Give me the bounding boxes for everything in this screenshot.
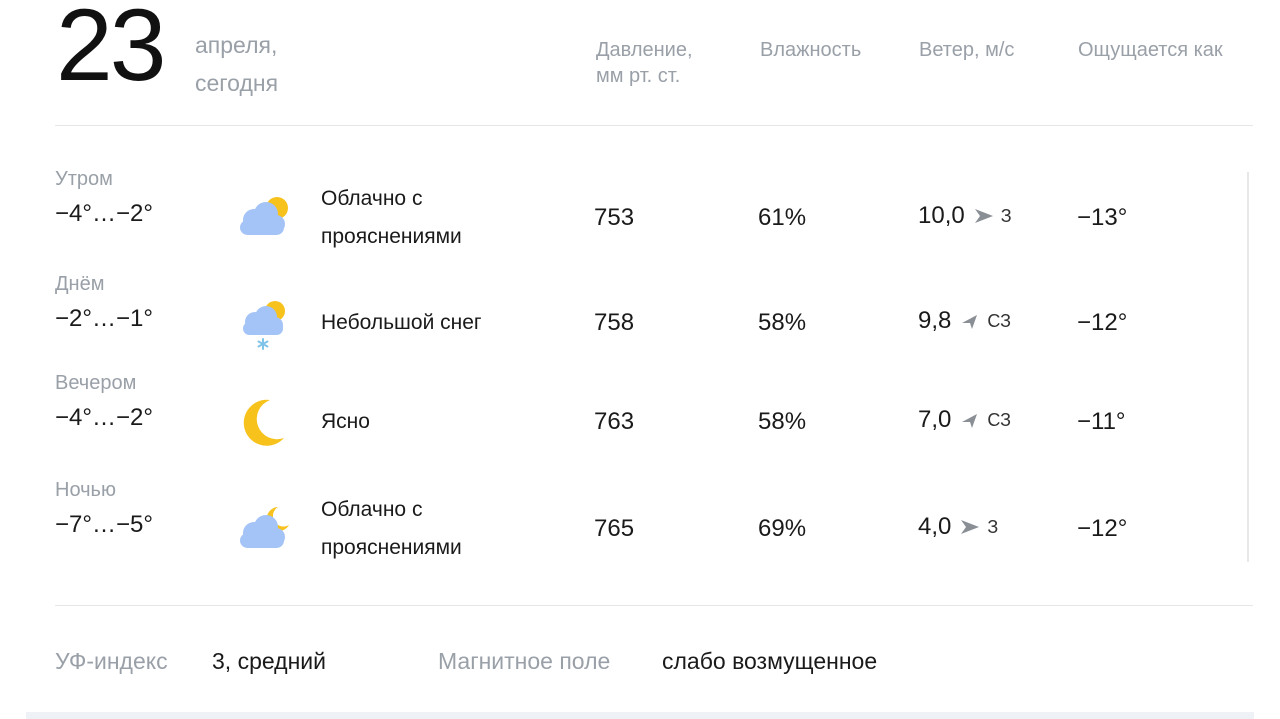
pressure-header-line2: мм рт. ст. (596, 65, 681, 87)
pressure-value: 753 (594, 204, 635, 231)
condition-line2: прояснениями (321, 225, 462, 248)
condition-line1: Небольшой снег (321, 311, 482, 334)
wind-speed: 7,0 (918, 406, 952, 433)
wind-speed: 4,0 (918, 513, 952, 540)
header-divider (55, 125, 1253, 126)
day-part-label: Вечером (55, 372, 137, 394)
date-caption: апреля, сегодня (195, 26, 278, 102)
condition-line2: прояснениями (321, 536, 462, 559)
uv-index-label: УФ-индекс (55, 648, 168, 674)
pressure-value: 758 (594, 309, 635, 336)
pressure-value: 765 (594, 515, 635, 542)
day-part-label: Ночью (55, 479, 116, 501)
temperature-range: −7°…−5° (55, 511, 153, 538)
condition-text: Облачно с прояснениями (321, 491, 541, 567)
arrow-east-icon (961, 520, 980, 534)
day-part-label: Днём (55, 273, 105, 295)
condition-text: Ясно (321, 403, 541, 441)
column-header-humidity: Влажность (760, 39, 862, 61)
uv-index-value-wrap: 3, средний (212, 644, 326, 678)
wind-direction: З (987, 516, 999, 537)
arrow-southeast-icon (962, 414, 978, 428)
humidity-value: 69% (758, 515, 807, 542)
wind-info: 7,0 СЗ (918, 406, 1011, 434)
magnetic-field-value-wrap: слабо возмущенное (662, 644, 877, 678)
temperature-range: −4°…−2° (55, 200, 153, 227)
uv-index: УФ-индекс (55, 644, 168, 678)
forecast-row-day: Днём −2°…−1° Небольшой снег 758 58% 9,8 … (0, 273, 1280, 373)
temperature-range: −2°…−1° (55, 305, 153, 332)
forecast-row-evening: Вечером −4°…−2° Ясно 763 58% 7,0 СЗ −11° (0, 372, 1280, 472)
day-part-label: Утром (55, 168, 113, 190)
condition-line1: Ясно (321, 410, 370, 433)
magnetic-field-label: Магнитное поле (438, 648, 611, 674)
humidity-value: 58% (758, 309, 807, 336)
moon-icon (243, 399, 284, 446)
month-label: апреля, (195, 32, 278, 58)
day-number: 23 (56, 0, 166, 102)
bottom-band (26, 712, 1254, 719)
feels-like-value: −12° (1077, 515, 1128, 542)
condition-text: Небольшой снег (321, 304, 541, 342)
pressure-value: 763 (594, 408, 635, 435)
temperature-range: −4°…−2° (55, 404, 153, 431)
column-header-feels: Ощущается как (1078, 39, 1223, 61)
condition-line1: Облачно с (321, 187, 423, 210)
feels-like-value: −13° (1077, 204, 1128, 231)
wind-direction: СЗ (987, 310, 1012, 331)
cloud-sun-icon (240, 197, 288, 235)
cloud-sun-snow-icon (243, 301, 285, 350)
pressure-header-line1: Давление, (596, 39, 693, 61)
arrow-east-icon (974, 209, 993, 223)
humidity-value: 58% (758, 408, 807, 435)
column-header-wind: Ветер, м/с (919, 39, 1015, 61)
wind-direction: СЗ (987, 409, 1012, 430)
column-header-pressure: Давление, мм рт. ст. (596, 36, 693, 90)
condition-line1: Облачно с (321, 498, 423, 521)
forecast-row-morning: Утром −4°…−2° Облачно с прояснениями 753… (0, 168, 1280, 268)
wind-info: 10,0 З (918, 202, 1012, 230)
today-label: сегодня (195, 70, 279, 96)
wind-direction: З (1000, 205, 1012, 226)
cloud-moon-icon (240, 507, 289, 548)
condition-text: Облачно с прояснениями (321, 180, 541, 256)
feels-like-value: −11° (1077, 408, 1126, 435)
footer-divider (55, 605, 1253, 606)
humidity-value: 61% (758, 204, 807, 231)
feels-like-value: −12° (1077, 309, 1128, 336)
wind-info: 9,8 СЗ (918, 307, 1011, 335)
magnetic-field: Магнитное поле (438, 644, 610, 678)
forecast-row-night: Ночью −7°…−5° Облачно с прояснениями 765… (0, 479, 1280, 579)
wind-info: 4,0 З (918, 513, 998, 541)
wind-speed: 9,8 (918, 307, 952, 334)
uv-index-value: 3, средний (212, 648, 326, 674)
scrollbar-track[interactable] (1247, 172, 1249, 562)
wind-speed: 10,0 (918, 202, 965, 229)
arrow-southeast-icon (962, 315, 978, 329)
magnetic-field-value: слабо возмущенное (662, 648, 878, 674)
